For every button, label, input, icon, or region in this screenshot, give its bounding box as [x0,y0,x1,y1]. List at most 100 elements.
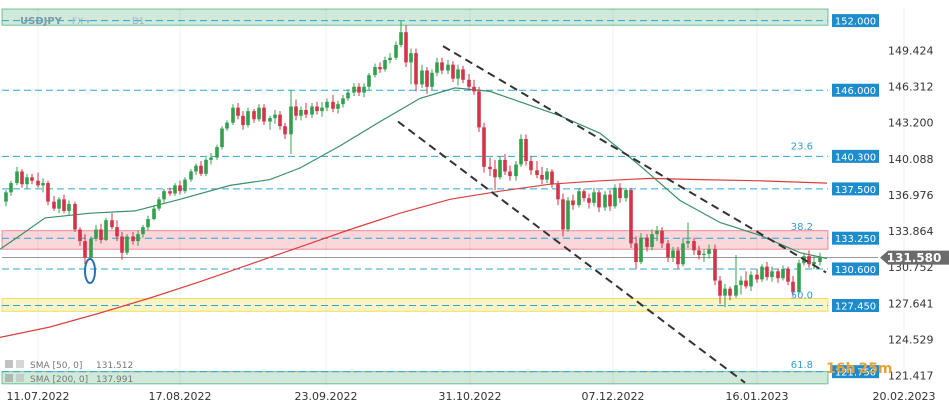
sma-50-eye-icon[interactable] [16,360,24,368]
candle-body [770,271,774,278]
candle-4 [25,173,29,189]
candle-60 [320,101,324,117]
candle-body [488,166,492,170]
candle-88 [467,73,471,91]
candle-67 [357,83,361,97]
level-badge-bg [832,149,879,163]
candle-81 [430,69,434,91]
candle-12 [67,200,71,216]
candle-body [812,261,816,265]
candle-body [791,281,795,293]
candle-body [57,199,61,209]
x-tick-label: 20.02.2023 [873,390,936,403]
interval-label[interactable]: D1 [132,17,145,27]
candle-56 [299,106,303,121]
candle-body [446,64,450,71]
y-tick-label: 124.529 [888,333,934,346]
y-tick-label: 149.424 [888,44,934,57]
candle-body [456,69,460,79]
candle-35 [189,169,193,182]
y-tick-label: 143.200 [888,117,934,130]
y-tick-label: 136.976 [888,189,934,202]
candle-body [404,32,408,63]
candle-53 [283,122,287,139]
candle-64 [341,94,345,108]
candle-body [482,127,486,167]
candle-body [603,194,607,208]
candle-95 [503,154,507,175]
sma-200-label: SMA [200, 0] [30,375,88,385]
candle-63 [336,100,340,114]
candle-body [199,165,203,174]
candle-body [115,227,119,237]
candle-body [304,109,308,115]
candle-body [529,161,533,171]
candle-101 [535,161,539,179]
candle-body [136,234,140,242]
candle-body [540,174,544,180]
x-tick-label: 11.07.2022 [7,390,70,403]
candle-120 [634,236,638,269]
candle-107 [566,197,570,232]
candle-body [498,159,502,178]
candle-body [320,107,324,112]
candle-5 [30,173,34,185]
candle-body [707,249,711,254]
candle-54 [289,90,293,155]
candle-body [681,243,685,265]
candle-body [781,268,785,279]
candle-50 [268,115,272,130]
fib-labels: 23.6 38.2 50.0 61.8 [791,142,813,371]
candle-7 [41,178,45,193]
candle-140 [739,275,743,295]
sma-200-toggle-icon[interactable] [5,374,13,382]
candle-body [409,53,413,63]
candle-34 [183,177,187,194]
level-badge-text: 130.600 [835,265,876,276]
sma-200-eye-icon[interactable] [16,374,24,382]
candle-122 [645,234,649,252]
candle-body [577,191,581,206]
candle-body [9,183,13,193]
symbol-label[interactable]: USDJPY [20,16,63,27]
candle-123 [650,229,654,251]
candle-body [225,122,229,129]
candle-body [566,200,570,230]
level-badge-2: 140.300 [832,149,879,163]
candle-body [268,118,272,122]
candle-body [613,187,617,207]
candle-body [120,236,124,253]
level-badge-bg [832,299,879,313]
candle-29 [157,197,161,211]
candle-75 [399,20,403,48]
candle-44 [236,103,240,120]
candle-62 [331,94,335,113]
candle-144 [760,264,764,282]
candle-27 [146,215,150,231]
channel-line-0 [442,45,827,274]
grid [37,9,905,386]
countdown-hours: 16h [826,361,855,377]
candle-body [52,201,56,209]
chevron-down-icon[interactable]: ▾ [86,17,90,26]
candle-70 [373,63,377,78]
candle-41 [220,126,224,150]
candle-body [451,64,455,79]
candle-138 [728,286,732,301]
candle-body [734,285,738,296]
level-zone-0 [1,8,829,26]
y-tick-label: 146.312 [888,81,934,94]
y-tick-label: 140.088 [888,153,934,166]
candle-body [461,69,465,80]
candle-body [299,109,303,116]
candle-body [571,200,575,206]
candle-68 [362,83,366,98]
candle-112 [592,187,596,207]
candle-body [104,220,108,240]
candle-body [152,208,156,220]
sma-50-toggle-icon[interactable] [5,360,13,368]
candle-body [493,169,497,178]
candle-body [608,194,612,207]
